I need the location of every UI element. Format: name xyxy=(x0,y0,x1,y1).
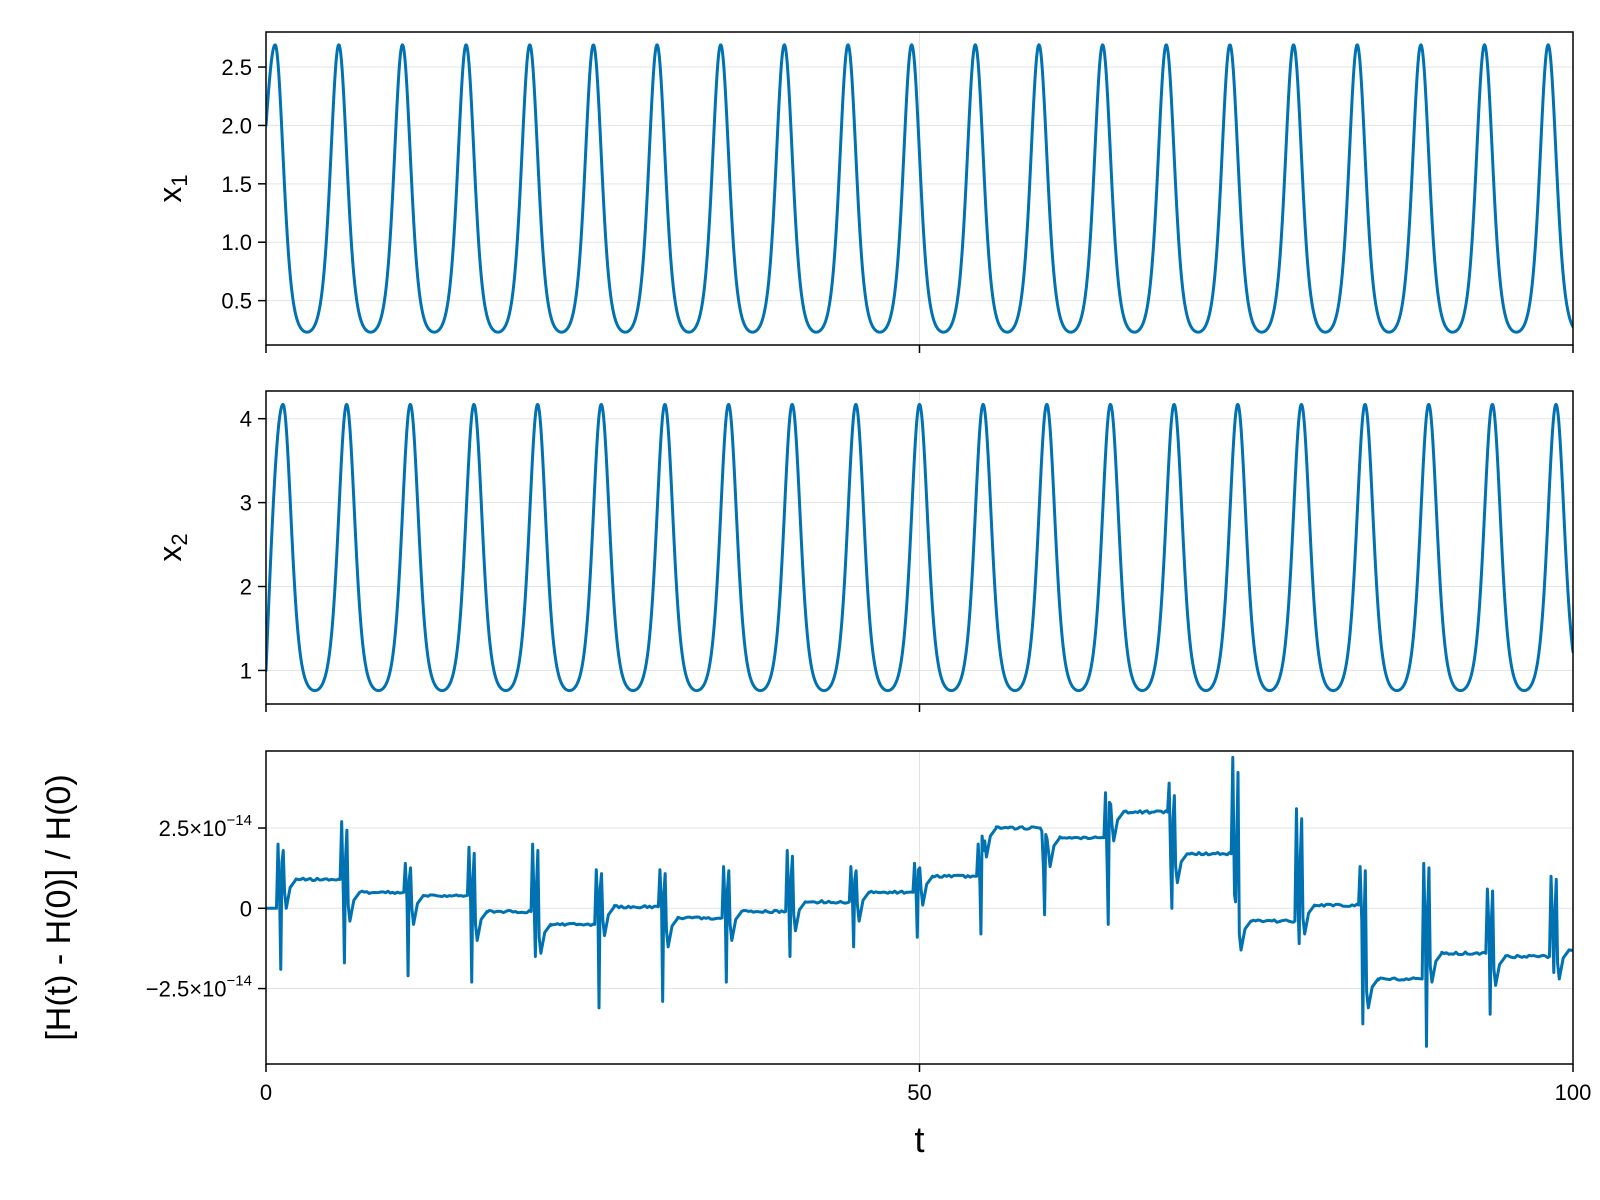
y-tick-label: 2.5×10−14 xyxy=(159,812,252,841)
y-axis-label: [H(t) - H(0)] / H(0) xyxy=(40,774,78,1040)
y-tick-label: 1.0 xyxy=(221,230,252,255)
series-line xyxy=(266,402,1573,693)
y-axis-label: x2 xyxy=(152,533,192,561)
y-tick-label: 0 xyxy=(240,896,252,921)
panel-energy-error: −2.5×10−14 0 2.5×10−14 0 50 100 [H(t) - H(0)] … xyxy=(40,750,1592,1160)
y-tick-label: 0.5 xyxy=(221,289,252,314)
x-tick-label: 50 xyxy=(907,1080,931,1105)
y-tick-label: 1.5 xyxy=(221,172,252,197)
y-tick-label: 2.0 xyxy=(221,113,252,138)
y-tick-label: 2.5 xyxy=(221,55,252,80)
y-tick-label: 2 xyxy=(240,575,252,600)
y-tick-label: 4 xyxy=(240,407,252,432)
x-axis-label: t xyxy=(914,1119,924,1160)
y-axis-label: x1 xyxy=(152,174,192,202)
series-line xyxy=(266,43,1573,334)
x-tick-label: 100 xyxy=(1555,1080,1592,1105)
y-tick-label: −2.5×10−14 xyxy=(146,973,252,1002)
series-line xyxy=(266,755,1573,1048)
y-tick-label: 3 xyxy=(240,491,252,516)
x-tick-label: 0 xyxy=(260,1080,272,1105)
y-tick-label: 1 xyxy=(240,658,252,683)
panel-x1: 0.5 1.0 1.5 2.0 2.5 x1 xyxy=(152,31,1574,353)
panel-x2: 1 2 3 4 x2 xyxy=(152,390,1574,712)
